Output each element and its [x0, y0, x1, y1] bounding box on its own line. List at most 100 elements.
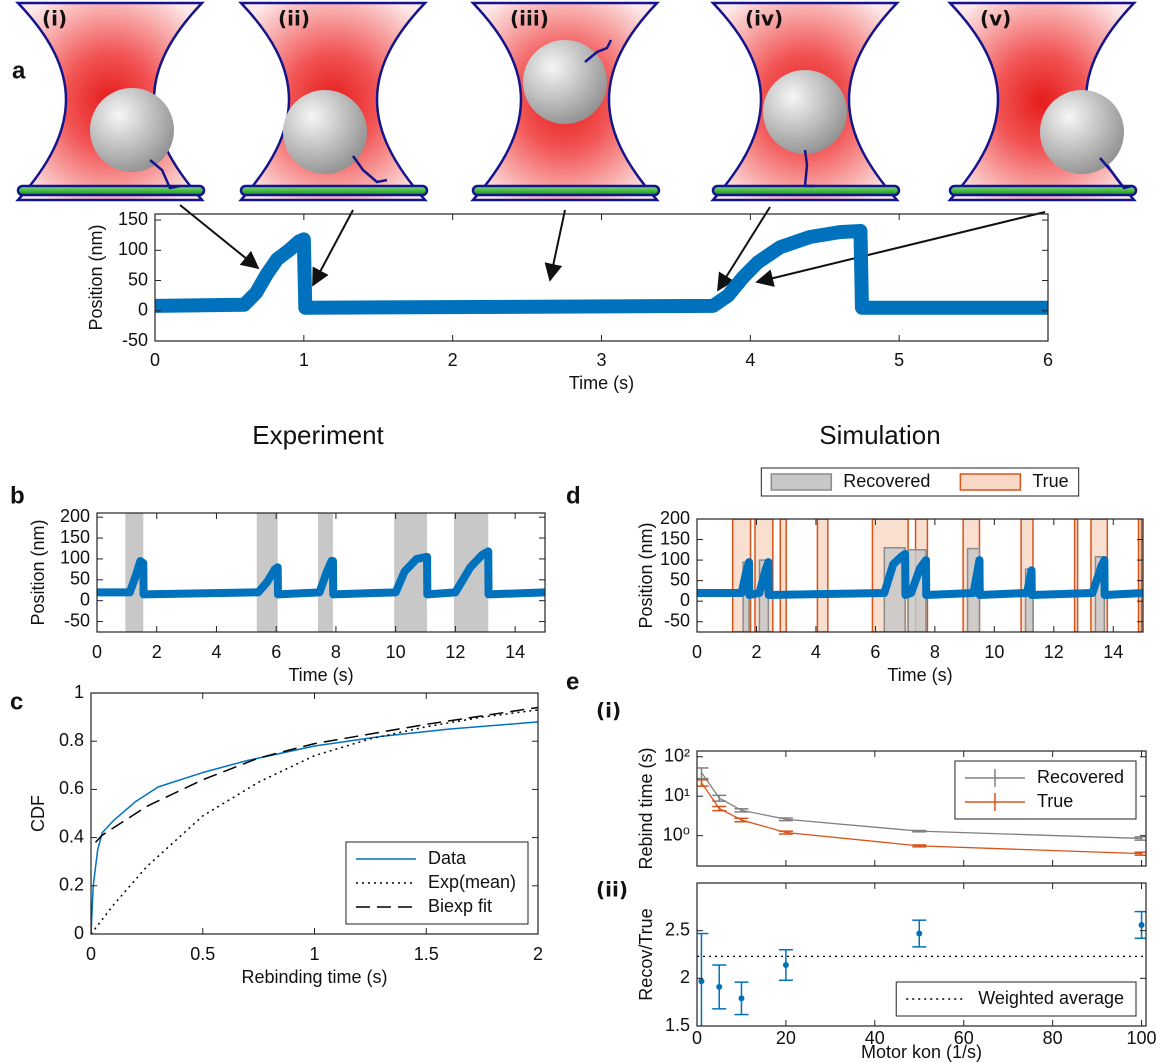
point: [698, 978, 705, 985]
y-axis-label: Position (nm): [86, 224, 106, 330]
x-tick-label: 1: [299, 350, 309, 370]
panel-label: b: [10, 482, 25, 509]
y-tick-label: 200: [60, 506, 90, 526]
illustration-label: (iv): [745, 7, 783, 31]
x-tick-label: 60: [954, 1028, 974, 1048]
x-tick-label: 14: [505, 642, 525, 662]
y-tick-label: 50: [670, 569, 690, 589]
x-tick-label: 0: [692, 642, 702, 662]
x-tick-label: 4: [811, 642, 821, 662]
plot-frame: [696, 882, 1147, 1027]
legend-box: [345, 841, 529, 925]
x-tick-label: 100: [1127, 1028, 1156, 1048]
subpanel-label: (ii): [596, 878, 628, 902]
y-tick-label: 10²: [664, 746, 690, 766]
y-tick-label: 100: [118, 239, 148, 259]
x-axis-label: Time (s): [569, 373, 634, 393]
x-axis-label: Time (s): [288, 665, 353, 685]
y-tick-label: 0: [138, 300, 148, 320]
x-tick-label: 10: [386, 642, 406, 662]
legend: Weighted average: [895, 981, 1137, 1017]
interval: [1073, 519, 1079, 632]
illustration-label: (ii): [278, 7, 310, 31]
interval: [1137, 519, 1143, 632]
x-axis-label: Rebinding time (s): [241, 967, 387, 987]
x-tick-label: 5: [894, 350, 904, 370]
y-tick-label: 2: [680, 967, 690, 987]
y-tick-label: 0.8: [59, 730, 84, 750]
x-tick-label: 1.5: [414, 944, 439, 964]
y-axis-label: Recov/True: [636, 908, 656, 1000]
series-line: [697, 549, 1143, 600]
panel-label: e: [566, 668, 579, 695]
y-axis-label: Position (nm): [636, 522, 656, 628]
y-tick-label: 0.2: [59, 875, 84, 895]
plot-area: [697, 910, 1146, 1026]
y-tick-label: 2.5: [665, 919, 690, 939]
x-tick-label: 10: [984, 642, 1004, 662]
legend-swatch: [959, 473, 1022, 491]
x-tick-label: 14: [1103, 642, 1123, 662]
y-axis-label: CDF: [28, 795, 48, 832]
series-line: [94, 706, 538, 843]
illustration: [16, 1, 1138, 202]
y-tick-label: 50: [70, 569, 90, 589]
legend-label: Data: [428, 848, 467, 868]
panel-label: a: [12, 57, 26, 84]
plot-area: [155, 223, 1048, 315]
point: [916, 930, 923, 937]
legend-label: Recovered: [1037, 767, 1124, 787]
legend-label: Exp(mean): [428, 872, 516, 892]
shaded-interval: [256, 513, 278, 632]
y-tick-label: 150: [60, 527, 90, 547]
x-tick-label: 1: [309, 944, 319, 964]
y-tick-label: 0: [74, 923, 84, 943]
plot-area: [91, 706, 538, 934]
series-line: [700, 772, 1142, 840]
plot-area: [97, 513, 545, 632]
x-tick-label: 40: [865, 1028, 885, 1048]
series-line: [91, 721, 538, 934]
x-axis-label: Motor kon (1/s): [861, 1042, 982, 1062]
y-tick-label: 150: [118, 209, 148, 229]
y-tick-label: 100: [60, 548, 90, 568]
y-tick-label: 0: [80, 589, 90, 609]
series-line: [155, 223, 1048, 315]
legend: Recovered True: [760, 467, 1080, 497]
x-tick-label: 3: [596, 350, 606, 370]
plot-area: [697, 519, 1143, 632]
y-tick-label: -50: [122, 330, 148, 350]
shaded-interval: [394, 513, 428, 632]
y-tick-label: 1.5: [665, 1015, 690, 1035]
x-tick-label: 4: [211, 642, 221, 662]
y-tick-label: 50: [128, 269, 148, 289]
plot-area: [697, 767, 1146, 856]
section-title: Experiment: [252, 420, 384, 450]
x-tick-label: 2: [533, 944, 543, 964]
y-tick-label: 0.6: [59, 778, 84, 798]
x-tick-label: 0: [92, 642, 102, 662]
panel-label: d: [566, 482, 581, 509]
series-line: [700, 782, 1142, 855]
point: [782, 961, 789, 968]
y-tick-label: 0.4: [59, 826, 84, 846]
legend-box: [954, 760, 1137, 820]
legend: Data Exp(mean) Biexp fit: [345, 841, 529, 925]
x-tick-label: 0: [692, 1028, 702, 1048]
x-tick-label: 20: [776, 1028, 796, 1048]
x-tick-label: 2: [751, 642, 761, 662]
y-axis-label: Rebind time (s): [636, 747, 656, 869]
y-tick-label: 10¹: [664, 785, 690, 805]
illustration-label: (iii): [510, 7, 549, 31]
series-line: [91, 709, 538, 934]
legend-swatch: [770, 473, 833, 491]
point: [738, 995, 745, 1002]
y-axis-label: Position (nm): [28, 519, 48, 625]
x-tick-label: 12: [1044, 642, 1064, 662]
y-tick-label: -50: [664, 610, 690, 630]
plot-frame: [696, 518, 1144, 633]
subpanel-label: (i): [596, 699, 621, 723]
x-tick-label: 0: [86, 944, 96, 964]
illustration-label: (i): [42, 7, 67, 31]
y-tick-label: 150: [660, 528, 690, 548]
